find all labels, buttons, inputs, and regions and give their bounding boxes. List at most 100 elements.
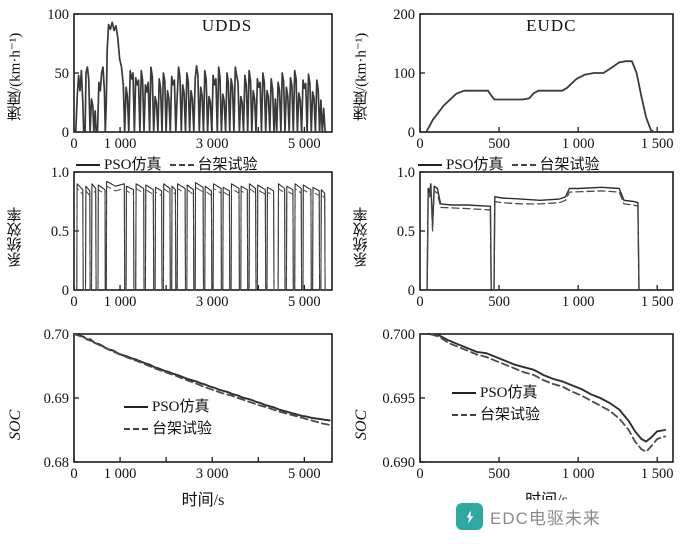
udds-efficiency-chart: 系统效率 0 1 000 3 000 5 000 0 0.5 1.0 PSO仿真 台架试验: [4, 157, 350, 326]
eudc-soc-plot: 0 500 1 000 1 500 0.690 0.695 0.700: [382, 327, 674, 482]
svg-text:0: 0: [408, 283, 415, 299]
svg-text:0.700: 0.700: [382, 327, 415, 343]
eudc-efficiency-legend: PSO仿真 台架试验: [418, 156, 608, 175]
svg-text:500: 500: [488, 136, 510, 152]
svg-text:0.70: 0.70: [44, 327, 69, 343]
edc-logo-icon: [456, 503, 483, 530]
udds-speed-plot-area: 0 1 000 3 000 5 000 0 50 100 UDDS: [28, 6, 350, 164]
svg-text:3 000: 3 000: [196, 466, 229, 482]
svg-text:1 500: 1 500: [641, 136, 674, 152]
eudc-speed-chart: 速度/(km·h⁻¹) 0 500 1 000 1 500 0 100 200 EUDC: [350, 6, 691, 164]
svg-text:1.0: 1.0: [397, 165, 415, 181]
eudc-speed-plot-area: 0 500 1 000 1 500 0 100 200 EUDC: [374, 6, 691, 164]
svg-text:1 000: 1 000: [562, 294, 595, 310]
svg-text:1 000: 1 000: [104, 466, 137, 482]
udds-speed-plot: 0 1 000 3 000 5 000 0 50 100: [47, 7, 333, 152]
eudc-soc-chart: SOC 0 500 1 000 1 500 0.690 0.695 0.700 PSO仿真 …: [350, 326, 691, 540]
y-axis-label-soc-udds: SOC: [7, 409, 24, 441]
svg-text:100: 100: [393, 66, 415, 82]
svg-text:5 000: 5 000: [288, 294, 321, 310]
legend-label-bench: 台架试验: [152, 420, 213, 437]
svg-text:1 000: 1 000: [104, 294, 137, 310]
legend-item-pso: PSO仿真: [418, 156, 504, 175]
udds-efficiency-legend: PSO仿真 台架试验: [76, 156, 266, 175]
y-axis-label-efficiency-eudc: 系统效率: [353, 207, 370, 267]
svg-text:50: 50: [55, 66, 70, 82]
solid-line-key-icon: [452, 392, 476, 395]
legend-item-pso: PSO仿真: [124, 398, 210, 417]
svg-text:5 000: 5 000: [288, 136, 321, 152]
dashed-line-key-icon: [452, 414, 476, 417]
chart-title-udds: UDDS: [201, 16, 253, 35]
svg-text:0.69: 0.69: [44, 391, 69, 407]
svg-text:100: 100: [47, 7, 69, 23]
svg-text:0.68: 0.68: [44, 455, 69, 471]
svg-text:500: 500: [488, 294, 510, 310]
x-axis-label-time-udds: 时间/s: [181, 492, 225, 509]
eudc-efficiency-chart: 系统效率 0 500 1 000 1 500 0 0.5 1.0 PSO仿真 台架试验: [350, 157, 691, 326]
eudc-soc-legend: PSO仿真 台架试验: [452, 384, 548, 425]
svg-text:0: 0: [70, 136, 77, 152]
legend-label-pso: PSO仿真: [104, 157, 162, 173]
legend-label-pso: PSO仿真: [446, 157, 504, 173]
watermark: EDC电驱未来: [448, 500, 609, 533]
udds-efficiency-plot: 0 1 000 3 000 5 000 0 0.5 1.0: [51, 165, 333, 310]
svg-text:1 000: 1 000: [562, 466, 595, 482]
svg-text:1.0: 1.0: [51, 165, 69, 181]
svg-text:5 000: 5 000: [288, 466, 321, 482]
solid-line-key-icon: [76, 164, 100, 167]
eudc-soc-plot-area: 0 500 1 000 1 500 0.690 0.695 0.700 PSO仿真 台架试验…: [374, 326, 691, 540]
legend-item-pso: PSO仿真: [452, 384, 538, 403]
udds-soc-plot: 0 1 000 3 000 5 000 0.68 0.69 0.70: [44, 327, 333, 482]
svg-text:0.5: 0.5: [51, 224, 69, 240]
udds-soc-chart: SOC 0 1 000 3 000 5 000 0.68 0.69 0.70 PSO仿真 台…: [4, 326, 350, 540]
legend-label-pso: PSO仿真: [152, 399, 210, 415]
legend-item-bench: 台架试验: [169, 156, 258, 175]
watermark-text: EDC电驱未来: [490, 509, 601, 528]
svg-text:3 000: 3 000: [196, 294, 229, 310]
svg-text:0: 0: [70, 294, 77, 310]
svg-text:0: 0: [62, 283, 69, 299]
svg-text:0: 0: [62, 125, 69, 141]
eudc-speed-plot: 0 500 1 000 1 500 0 100 200: [393, 7, 674, 152]
svg-text:0: 0: [408, 125, 415, 141]
svg-text:1 000: 1 000: [562, 136, 595, 152]
legend-label-bench: 台架试验: [197, 157, 258, 173]
y-axis-label-efficiency-udds: 系统效率: [7, 207, 24, 267]
legend-item-pso: PSO仿真: [76, 156, 162, 175]
svg-text:0.5: 0.5: [397, 224, 415, 240]
svg-text:0: 0: [416, 294, 423, 310]
y-axis-label-soc-eudc: SOC: [353, 409, 370, 441]
svg-text:200: 200: [393, 7, 415, 23]
svg-text:0: 0: [70, 466, 77, 482]
dashed-line-key-icon: [511, 164, 536, 167]
svg-text:1 500: 1 500: [641, 294, 674, 310]
svg-text:1 500: 1 500: [641, 466, 674, 482]
legend-item-bench: 台架试验: [511, 156, 600, 175]
svg-text:0: 0: [416, 136, 423, 152]
solid-line-key-icon: [418, 164, 442, 167]
udds-speed-chart: 速度/(km·h⁻¹) 0 1 000 3 000 5 000 0 50 100 UDDS: [4, 6, 350, 164]
svg-text:500: 500: [488, 466, 510, 482]
chart-title-eudc: EUDC: [526, 16, 577, 35]
y-axis-label-speed-udds: 速度/(km·h⁻¹): [7, 32, 24, 122]
legend-label-bench: 台架试验: [539, 157, 600, 173]
udds-soc-legend: PSO仿真 台架试验: [124, 398, 220, 439]
svg-text:0.690: 0.690: [382, 455, 415, 471]
y-axis-label-speed-eudc: 速度/(km·h⁻¹): [353, 32, 370, 122]
svg-text:0.695: 0.695: [382, 391, 415, 407]
eudc-efficiency-plot-area: 0 500 1 000 1 500 0 0.5 1.0 PSO仿真 台架试验: [374, 157, 691, 326]
legend-item-bench: 台架试验: [124, 420, 212, 439]
legend-label-bench: 台架试验: [480, 406, 541, 423]
dashed-line-key-icon: [124, 428, 148, 431]
legend-item-bench: 台架试验: [452, 406, 540, 425]
eudc-efficiency-plot: 0 500 1 000 1 500 0 0.5 1.0: [397, 165, 674, 310]
svg-text:3 000: 3 000: [196, 136, 229, 152]
udds-efficiency-plot-area: 0 1 000 3 000 5 000 0 0.5 1.0 PSO仿真 台架试验: [28, 157, 350, 326]
dashed-line-key-icon: [169, 164, 194, 167]
svg-text:0: 0: [416, 466, 423, 482]
solid-line-key-icon: [124, 406, 148, 409]
svg-text:1 000: 1 000: [104, 136, 137, 152]
